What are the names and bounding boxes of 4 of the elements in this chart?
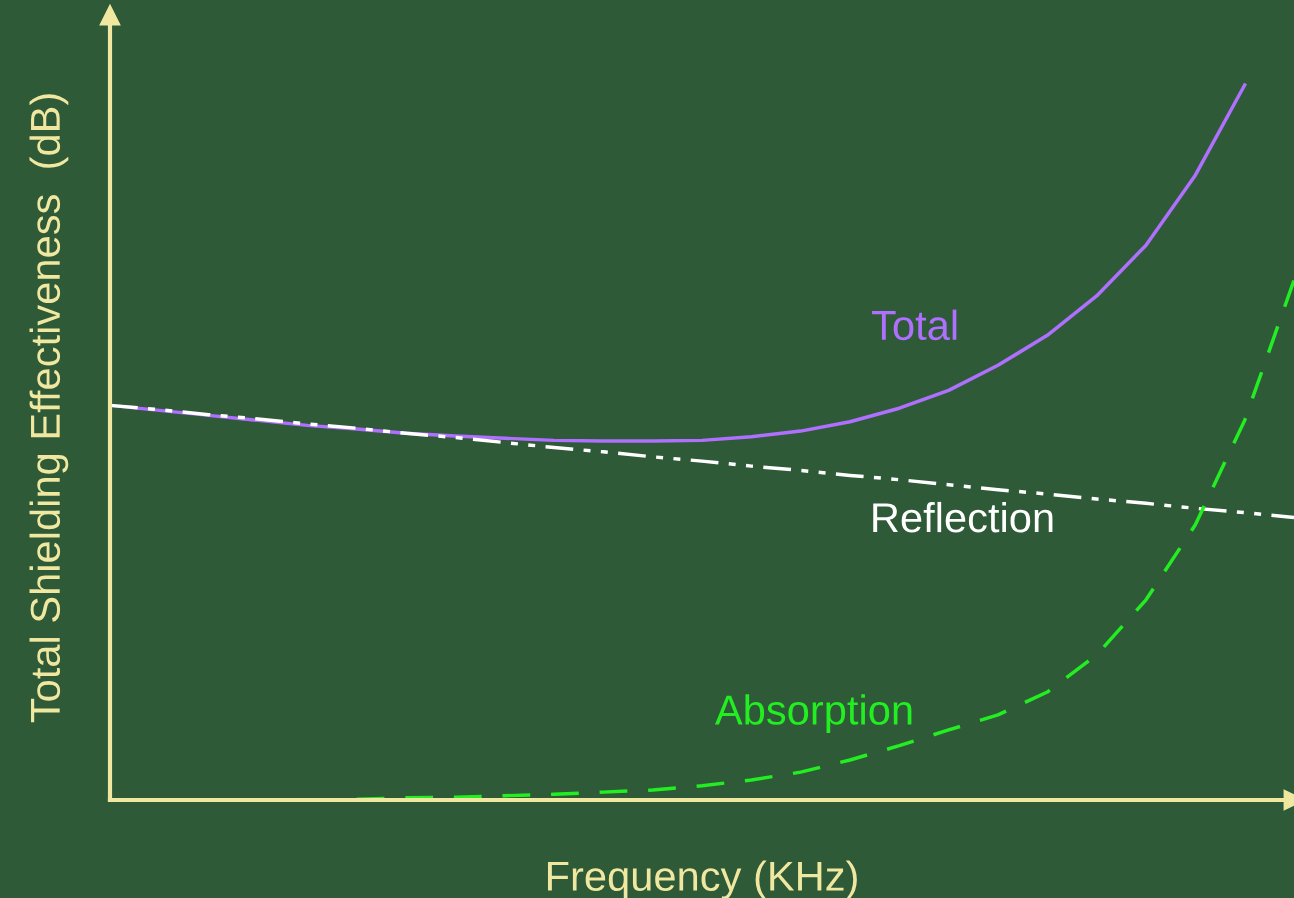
y-axis-title: Total Shielding Effectiveness (dB) — [29, 94, 69, 723]
series-label: Absorption — [714, 694, 912, 734]
series-label: Reflection — [873, 501, 1053, 533]
series-label: Total — [872, 309, 957, 341]
